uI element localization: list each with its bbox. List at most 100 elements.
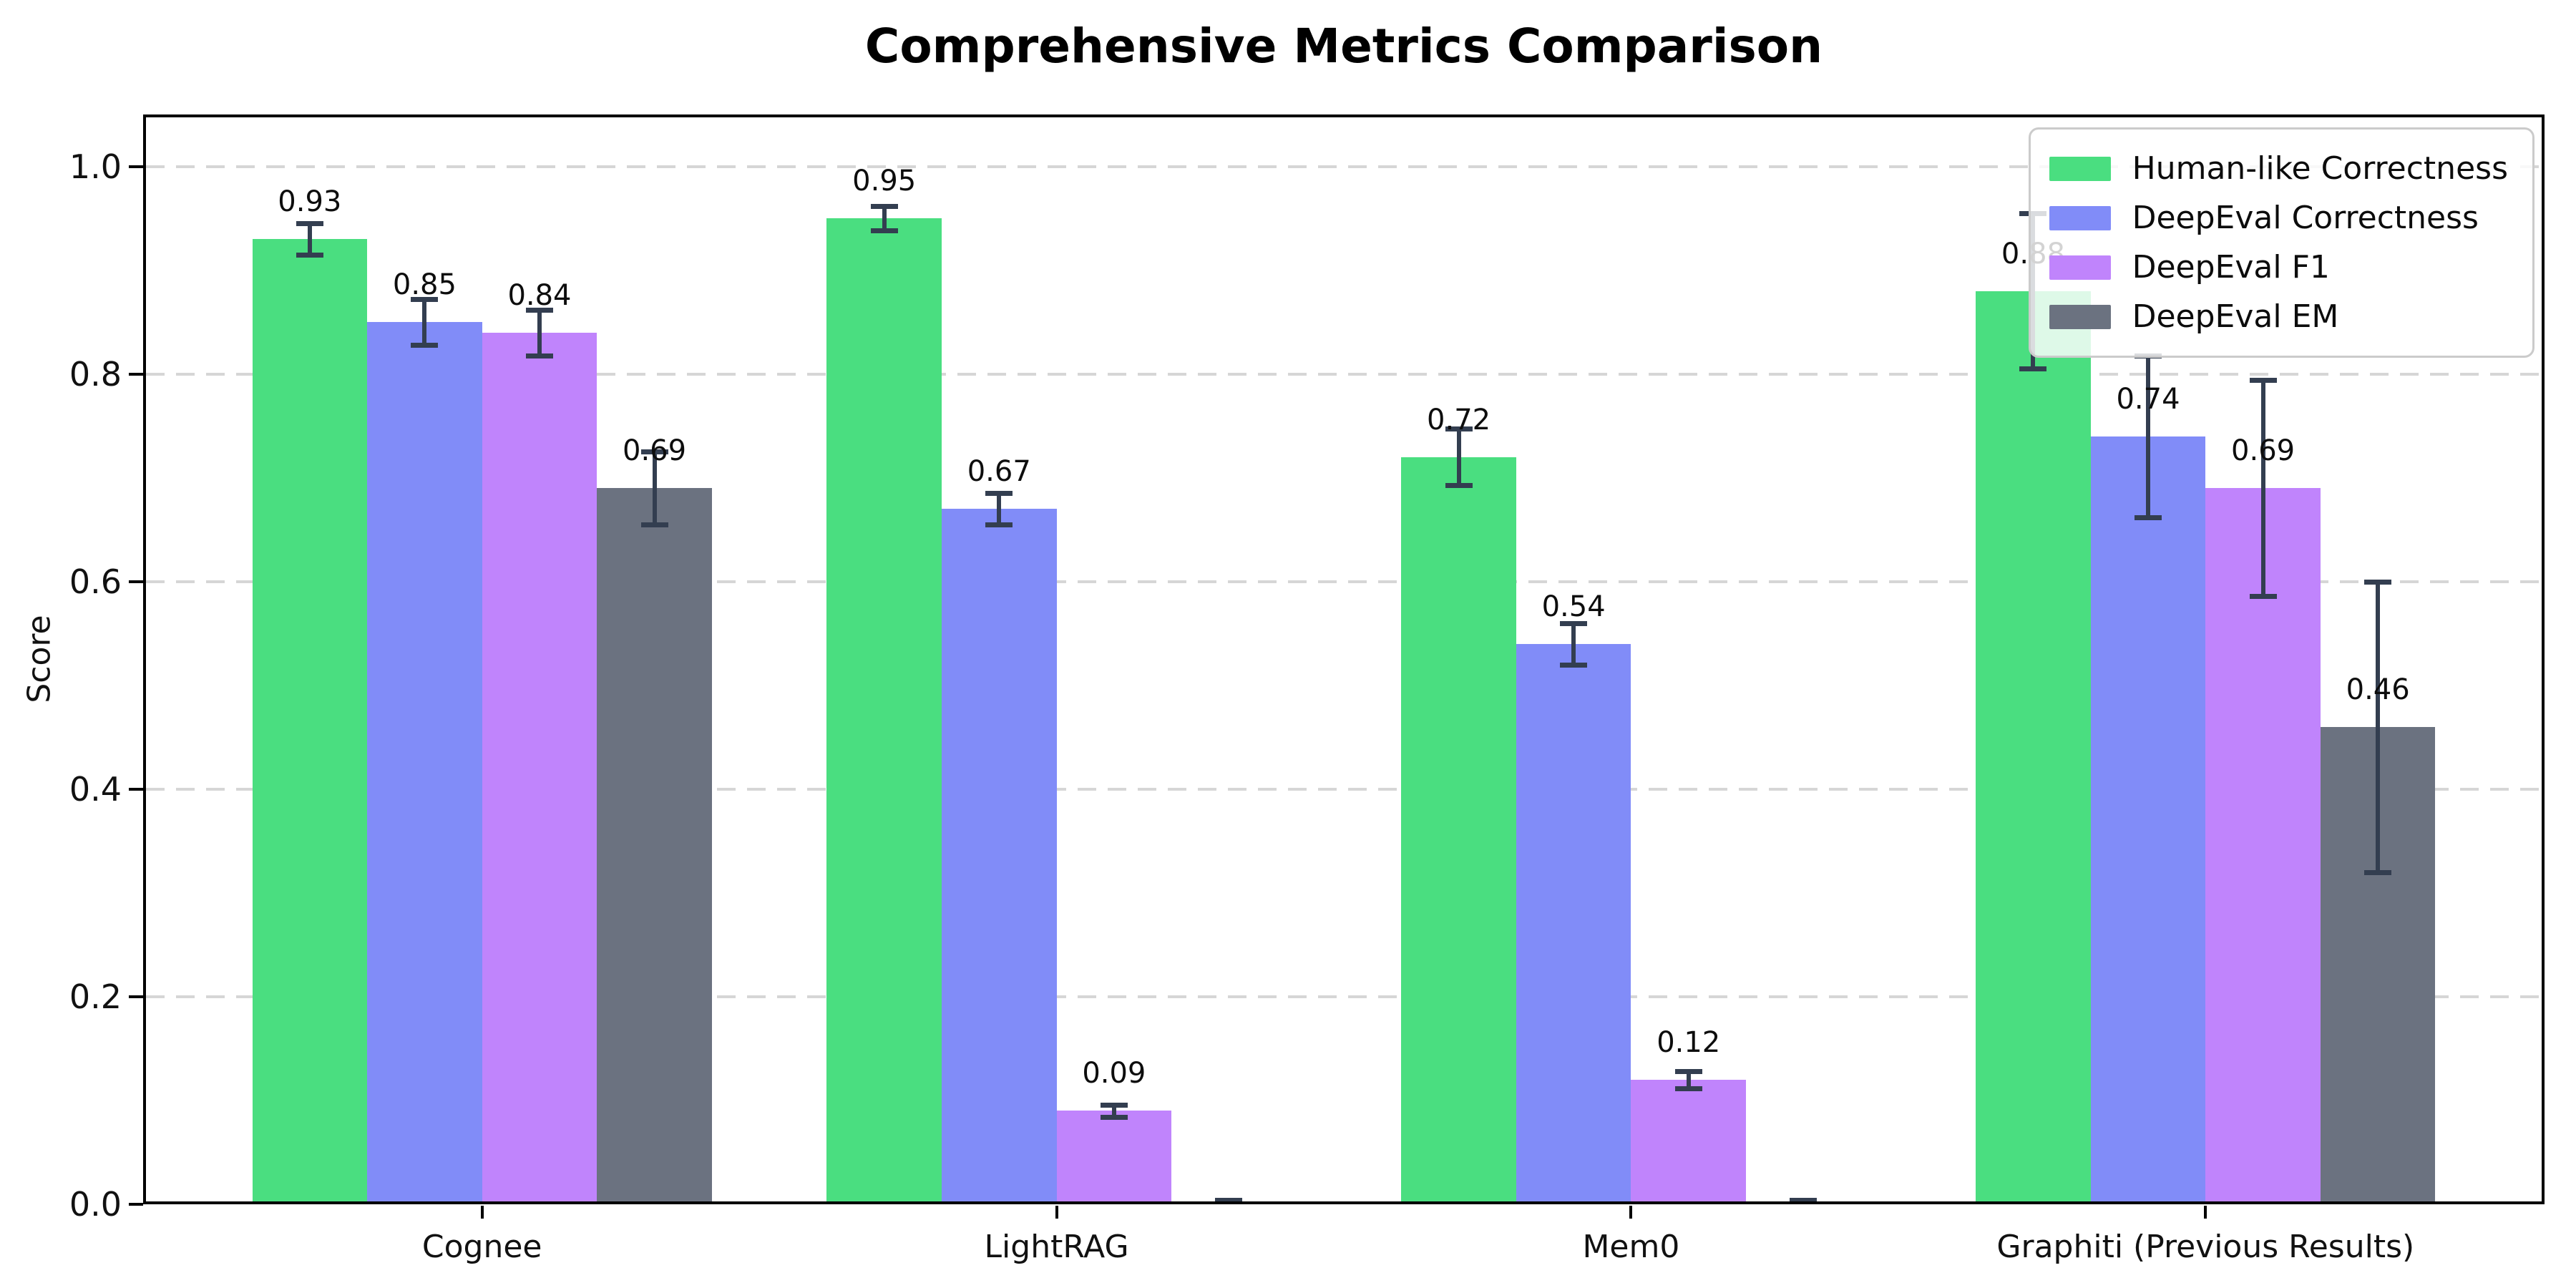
- x-tick-label-0: Cognee: [421, 1229, 542, 1265]
- error-bar-line: [1686, 1071, 1691, 1088]
- error-bar-cap: [525, 353, 553, 358]
- error-bar-cap: [1560, 662, 1588, 668]
- error-bar-line: [537, 309, 542, 356]
- bar-graphiti-s1: [2090, 436, 2206, 1201]
- bar-mem0-s2: [1631, 1079, 1746, 1201]
- y-tick-label: 0.0: [69, 1185, 122, 1224]
- bar-value-label: 0.54: [1541, 590, 1606, 623]
- legend-label-0: Human-like Correctness: [2132, 150, 2508, 187]
- y-tick-mark: [129, 995, 143, 998]
- gridline-y-0.2: [146, 995, 2542, 998]
- bar-mem0-s0: [1401, 457, 1516, 1201]
- y-tick-label: 1.0: [69, 147, 122, 186]
- error-bar-line: [307, 223, 312, 255]
- y-tick-mark: [129, 1203, 143, 1206]
- bar-cognee-s1: [367, 322, 482, 1201]
- x-tick-label-1: LightRAG: [984, 1229, 1129, 1265]
- bar-value-label: 0.69: [2231, 434, 2296, 468]
- x-tick-mark: [480, 1206, 484, 1219]
- bar-cognee-s3: [597, 488, 712, 1201]
- bar-value-label: 0.74: [2116, 382, 2180, 416]
- error-bar-line: [2260, 380, 2265, 596]
- error-bar-cap: [411, 297, 439, 303]
- bar-value-label: 0.69: [623, 434, 687, 468]
- error-bar-cap: [640, 522, 668, 527]
- error-bar-cap: [2249, 378, 2277, 384]
- error-bar-line: [882, 205, 887, 231]
- error-bar-cap: [1674, 1069, 1702, 1075]
- error-bar-cap: [411, 343, 439, 348]
- error-bar-cap: [296, 221, 323, 227]
- bar-value-label: 0.09: [1082, 1057, 1146, 1091]
- y-tick-mark: [129, 580, 143, 583]
- error-bar-line: [652, 452, 657, 525]
- bar-value-label: 0.72: [1427, 403, 1491, 436]
- bar-lightrag-s2: [1056, 1111, 1172, 1201]
- bar-lightrag-s0: [826, 218, 942, 1201]
- bar-value-label: 0.12: [1657, 1025, 1721, 1059]
- error-bar-cap: [1100, 1102, 1128, 1108]
- error-bar-cap: [525, 307, 553, 313]
- legend-row-0: Human-like Correctness: [2049, 144, 2508, 193]
- error-bar-cap: [870, 203, 898, 209]
- bar-value-label: 0.46: [2346, 673, 2410, 706]
- error-bar-cap: [2364, 579, 2392, 585]
- gridline-y-1: [146, 165, 2542, 168]
- gridline-y-0.6: [146, 580, 2542, 583]
- bar-cognee-s2: [482, 332, 597, 1201]
- bar-graphiti-s0: [1976, 291, 2091, 1201]
- legend-label-2: DeepEval F1: [2132, 249, 2330, 286]
- y-tick-mark: [129, 372, 143, 376]
- error-bar-cap: [2249, 594, 2277, 600]
- error-bar-line: [2376, 581, 2381, 872]
- y-tick-label: 0.8: [69, 354, 122, 394]
- bar-mem0-s1: [1516, 643, 1631, 1201]
- bar-value-label: 0.93: [278, 185, 342, 219]
- x-tick-mark: [1055, 1206, 1058, 1219]
- error-bar-cap: [640, 449, 668, 455]
- error-bar-line: [997, 493, 1002, 525]
- bar-value-label: 0.84: [507, 278, 572, 312]
- error-bar-line: [1571, 623, 1576, 665]
- legend: Human-like Correctness DeepEval Correctne…: [2028, 127, 2534, 358]
- error-bar-cap: [2019, 366, 2047, 372]
- legend-swatch-0: [2049, 156, 2111, 181]
- y-tick-label: 0.2: [69, 977, 122, 1016]
- x-tick-mark: [2204, 1206, 2207, 1219]
- error-bar-cap: [296, 252, 323, 258]
- y-tick-mark: [129, 165, 143, 168]
- error-bar-line: [1456, 429, 1461, 485]
- x-tick-mark: [1629, 1206, 1633, 1219]
- bar-graphiti-s2: [2205, 488, 2321, 1201]
- bar-value-label: 0.95: [852, 165, 917, 198]
- legend-swatch-2: [2049, 255, 2111, 280]
- gridline-y-0.4: [146, 787, 2542, 791]
- error-bar-cap: [1790, 1198, 1818, 1201]
- x-tick-label-3: Graphiti (Previous Results): [1996, 1229, 2415, 1265]
- error-bar-cap: [1100, 1115, 1128, 1121]
- error-bar-cap: [1445, 482, 1473, 488]
- error-bar-cap: [2135, 514, 2162, 520]
- legend-row-3: DeepEval EM: [2049, 292, 2508, 341]
- error-bar-line: [2146, 355, 2151, 517]
- legend-label-1: DeepEval Correctness: [2132, 200, 2479, 236]
- error-bar-line: [1111, 1104, 1116, 1118]
- error-bar-cap: [1445, 426, 1473, 432]
- bar-value-label: 0.85: [392, 268, 457, 302]
- error-bar-cap: [1674, 1085, 1702, 1091]
- legend-swatch-3: [2049, 304, 2111, 329]
- error-bar-line: [422, 299, 427, 345]
- y-axis-label: Score: [21, 615, 58, 703]
- y-tick-mark: [129, 787, 143, 791]
- x-tick-label-2: Mem0: [1582, 1229, 1680, 1265]
- legend-row-2: DeepEval F1: [2049, 243, 2508, 292]
- y-tick-label: 0.6: [69, 562, 122, 601]
- legend-label-3: DeepEval EM: [2132, 298, 2339, 335]
- error-bar-cap: [1215, 1198, 1243, 1201]
- bar-lightrag-s1: [941, 509, 1057, 1201]
- bar-value-label: 0.67: [967, 455, 1031, 489]
- error-bar-cap: [870, 228, 898, 234]
- bar-cognee-s0: [252, 239, 368, 1201]
- error-bar-cap: [985, 491, 1013, 497]
